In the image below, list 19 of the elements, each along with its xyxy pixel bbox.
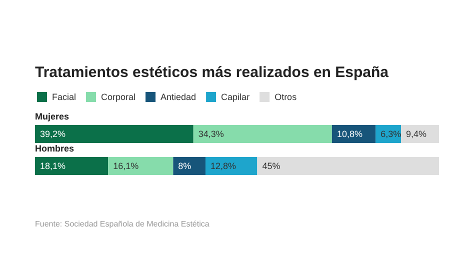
legend-label: Corporal xyxy=(101,92,136,102)
data-label: 8% xyxy=(178,161,192,171)
legend-label: Facial xyxy=(52,92,76,102)
legend-label: Antiedad xyxy=(160,92,196,102)
source-note: Fuente: Sociedad Española de Medicina Estética xyxy=(35,220,210,228)
y-tick-label: Mujeres xyxy=(35,112,70,122)
data-label: 45% xyxy=(262,161,280,171)
data-label: 6,3% xyxy=(380,129,402,139)
chart-title: Tratamientos estéticos más realizados en España xyxy=(35,64,390,81)
legend-label: Capilar xyxy=(221,92,250,102)
y-tick-label: Hombres xyxy=(35,144,74,154)
legend-label: Otros xyxy=(274,92,298,102)
data-label: 34,3% xyxy=(198,129,224,139)
data-label: 12,8% xyxy=(210,161,236,171)
data-label: 16,1% xyxy=(113,161,139,171)
data-label: 10,8% xyxy=(336,129,362,139)
data-label: 39,2% xyxy=(40,129,66,139)
data-label: 18,1% xyxy=(40,161,66,171)
data-label: 9,4% xyxy=(406,129,427,139)
